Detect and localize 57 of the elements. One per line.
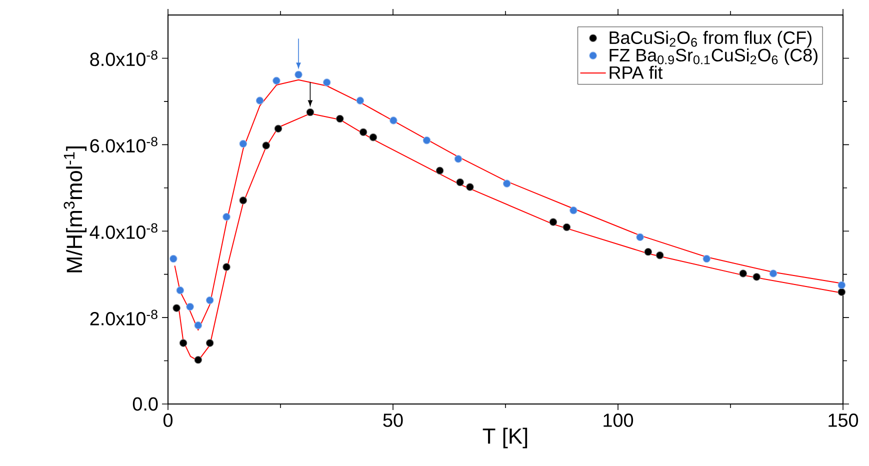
point	[356, 96, 364, 104]
point	[562, 223, 571, 232]
point	[239, 140, 248, 148]
point	[390, 116, 398, 124]
x-axis-title: T [K]	[482, 428, 528, 448]
point	[466, 183, 474, 191]
point	[172, 304, 180, 312]
point	[359, 128, 368, 136]
y-tick-label: 8.0x10$^{-8}$	[90, 50, 158, 66]
point	[194, 356, 202, 364]
point	[222, 263, 230, 271]
point	[179, 339, 188, 347]
point	[306, 108, 314, 116]
point	[262, 142, 270, 150]
point	[739, 270, 748, 278]
point	[222, 212, 230, 221]
point	[170, 254, 178, 263]
point	[752, 273, 761, 281]
point	[636, 233, 644, 242]
point	[206, 296, 214, 304]
point	[838, 288, 846, 296]
point	[176, 286, 184, 294]
point	[294, 70, 302, 79]
point	[769, 270, 778, 278]
point	[369, 133, 378, 142]
legend-label: RPA fit	[610, 66, 663, 79]
point	[570, 206, 578, 214]
point	[186, 302, 194, 311]
point	[436, 166, 444, 174]
point	[656, 251, 664, 260]
x-tick-label: 50	[383, 414, 403, 427]
x-tick-label: 150	[828, 414, 858, 427]
point	[456, 178, 464, 186]
point	[272, 76, 280, 85]
point	[206, 339, 214, 347]
point	[838, 281, 846, 290]
point	[549, 218, 558, 226]
point	[256, 96, 264, 104]
legend-label: BaCuSi$_{2}$O$_{6}$ from flux (CF)	[610, 30, 812, 48]
point	[454, 155, 462, 163]
point	[322, 78, 331, 86]
y-tick-label: 4.0x10$^{-8}$	[90, 223, 158, 239]
x-tick-label: 0	[163, 414, 173, 427]
point	[274, 124, 282, 133]
point	[702, 254, 711, 263]
y-axis-title: M/H[m$^{3}$mol$^{-1}$]	[64, 146, 87, 272]
x-tick-label: 100	[604, 414, 634, 427]
point	[239, 196, 248, 204]
y-tick-label: 2.0x10$^{-8}$	[90, 310, 158, 326]
point	[644, 248, 652, 256]
y-tick-label: 6.0x10$^{-8}$	[90, 136, 158, 153]
point	[422, 136, 431, 144]
point	[194, 321, 202, 330]
text: FZ Ba$_{0.9}$Sr$_{0.1}$CuSi$_{2}$O$_{6}$ (C8)	[610, 48, 818, 66]
point	[502, 180, 511, 188]
point	[336, 114, 344, 123]
y-tick-label: 0.0	[132, 397, 158, 411]
